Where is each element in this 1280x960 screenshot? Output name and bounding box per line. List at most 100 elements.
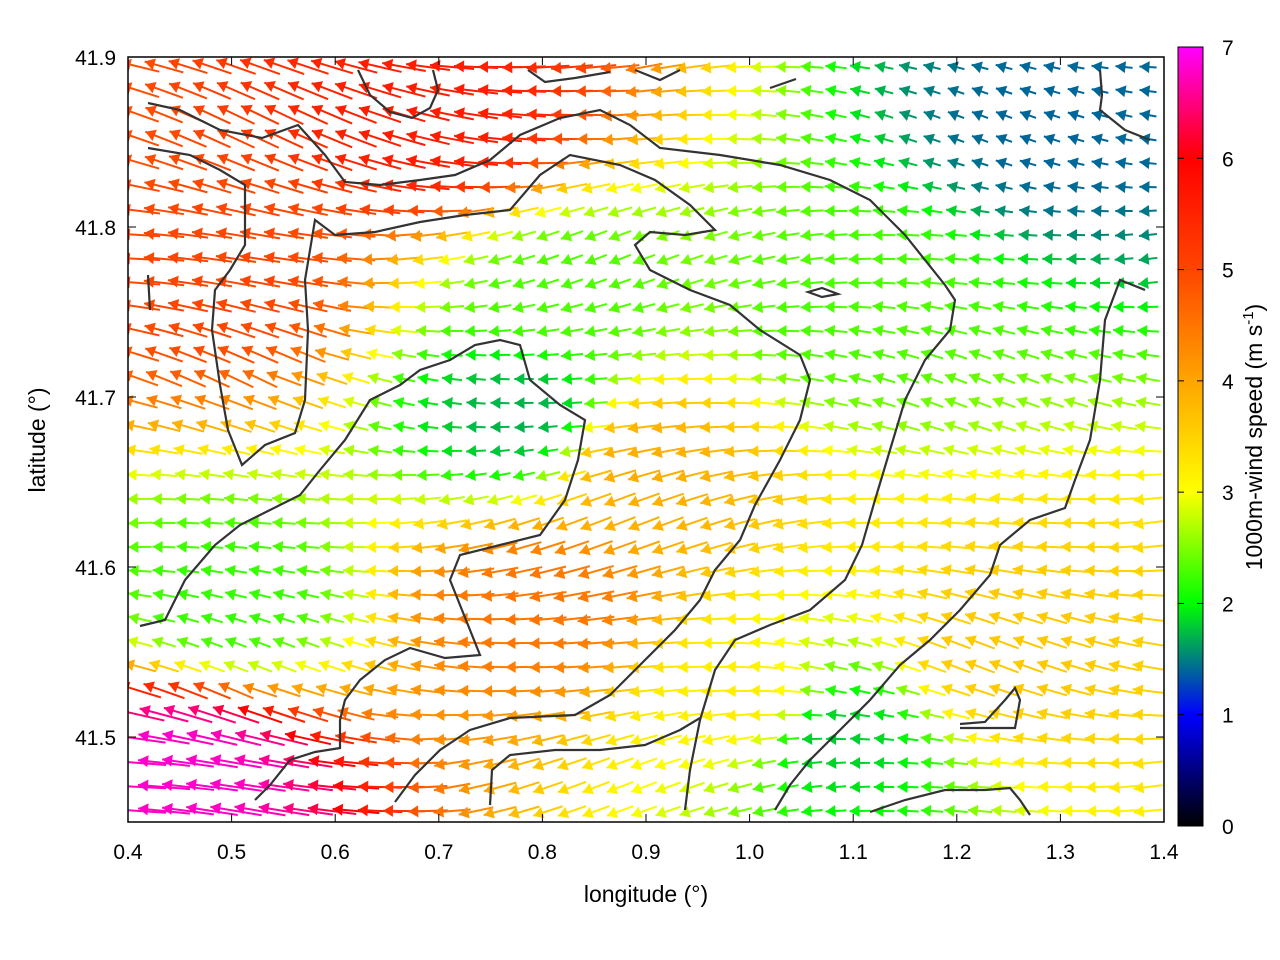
wind-arrow-head: [1064, 348, 1076, 361]
wind-arrow-head: [512, 277, 525, 290]
wind-arrow-head: [897, 780, 908, 793]
wind-arrow-head: [874, 85, 887, 97]
wind-arrow-head: [604, 685, 616, 698]
wind-arrow-head: [578, 661, 589, 674]
wind-arrow-head: [776, 277, 788, 290]
wind-arrow-head: [969, 229, 981, 241]
wind-arrow-head: [1091, 109, 1103, 122]
wind-arrow-head: [483, 806, 495, 819]
wind-arrow-head: [316, 371, 329, 383]
wind-arrow-head: [940, 564, 952, 577]
wind-arrow-head: [896, 276, 907, 289]
wind-arrow-head: [967, 804, 979, 817]
wind-arrow-head: [538, 372, 549, 385]
wind-arrow-head: [1137, 301, 1148, 314]
wind-arrow-head: [995, 85, 1008, 98]
y-tick-label: 41.7: [75, 387, 116, 410]
wind-arrow-head: [651, 421, 663, 434]
wind-arrow-head: [1060, 517, 1071, 530]
wind-arrow-head: [969, 348, 981, 361]
wind-arrow-head: [873, 180, 885, 193]
wind-arrow-head: [319, 492, 330, 505]
wind-arrow-head: [453, 83, 465, 96]
wind-arrow-head: [874, 61, 886, 73]
wind-arrow-head: [295, 660, 307, 672]
wind-arrow-head: [272, 516, 283, 529]
wind-arrow-head: [263, 251, 275, 264]
wind-arrow-head: [430, 155, 441, 168]
wind-arrow-head: [1085, 493, 1096, 506]
wind-arrow-head: [893, 611, 906, 624]
wind-arrow-head: [971, 61, 983, 74]
wind-arrow-head: [1088, 348, 1100, 361]
wind-arrow-head: [530, 685, 541, 698]
wind-arrow-head: [920, 804, 932, 817]
wind-arrow-head: [453, 60, 465, 73]
wind-arrow-head: [365, 612, 377, 624]
wind-arrow-head: [749, 565, 760, 578]
wind-arrow-head: [1115, 133, 1127, 146]
wind-arrow-head: [510, 494, 523, 506]
wind-arrow-head: [430, 106, 442, 119]
wind-arrow-head: [968, 324, 981, 337]
wind-arrow-head: [653, 685, 665, 698]
wind-arrow-head: [944, 276, 956, 289]
wind-arrow-head: [241, 153, 253, 165]
wind-arrow-head: [534, 206, 546, 218]
wind-arrow-head: [870, 612, 882, 624]
wind-arrow-head: [626, 590, 638, 603]
wind-arrow-head: [502, 132, 513, 145]
wind-arrow-head: [144, 58, 156, 71]
wind-arrow-head: [502, 108, 513, 121]
wind-arrow-head: [561, 253, 573, 266]
wind-arrow-head: [200, 540, 212, 553]
wind-arrow-head: [583, 206, 596, 218]
wind-arrow-shaft: [128, 686, 162, 699]
wind-arrow-head: [943, 732, 955, 745]
wind-arrow-head: [438, 253, 450, 266]
wind-arrow-head: [652, 543, 664, 555]
wind-arrow-head: [1036, 564, 1048, 577]
wind-arrow-head: [845, 541, 856, 554]
wind-arrow-head: [653, 709, 665, 722]
wind-arrow-head: [701, 660, 712, 673]
wind-arrow-head: [210, 754, 222, 767]
wind-arrow-head: [750, 396, 761, 409]
wind-arrow-head: [775, 84, 787, 97]
wind-arrow-head: [1019, 181, 1031, 194]
wind-arrow-head: [989, 516, 1000, 529]
wind-arrow-head: [186, 802, 198, 815]
wind-arrow-head: [749, 709, 760, 722]
wind-arrow-head: [318, 395, 330, 408]
wind-arrow-head: [750, 84, 762, 97]
contour-line: [869, 786, 1031, 816]
wind-arrow-head: [382, 154, 394, 167]
wind-arrow-head: [116, 706, 127, 718]
wind-arrow-head: [606, 758, 618, 771]
wind-arrow-head: [965, 659, 977, 671]
wind-arrow-head: [917, 564, 928, 577]
wind-arrow-head: [434, 758, 445, 771]
wind-arrow-head: [506, 709, 518, 722]
wind-arrow-head: [434, 660, 445, 673]
wind-arrow-head: [701, 372, 712, 385]
wind-arrow-head: [333, 755, 345, 768]
wind-arrow-head: [408, 781, 419, 794]
wind-arrow-head: [848, 204, 859, 217]
wind-arrow-head: [170, 369, 182, 381]
wind-arrow-head: [1134, 444, 1145, 457]
wind-arrow-head: [1043, 157, 1055, 170]
wind-arrow-head: [502, 61, 513, 74]
wind-arrow-head: [466, 373, 477, 385]
wind-arrow-head: [604, 421, 615, 434]
wind-arrow-head: [995, 205, 1006, 218]
wind-arrow-head: [652, 519, 664, 531]
wind-arrow-head: [703, 805, 716, 818]
wind-arrow-head: [240, 81, 253, 93]
wind-arrow-head: [920, 732, 932, 745]
wind-arrow-head: [360, 731, 371, 744]
wind-arrow-head: [150, 468, 162, 481]
wind-arrow-head: [388, 541, 400, 554]
wind-arrow-head: [776, 181, 787, 194]
